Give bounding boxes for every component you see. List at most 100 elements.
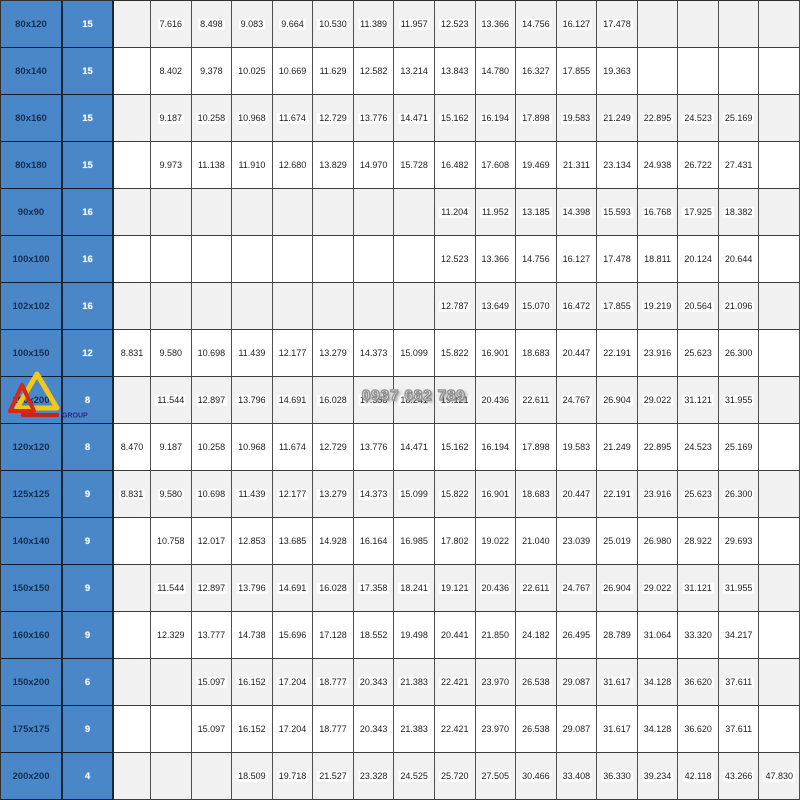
size-cell: 100x200 <box>1 377 63 424</box>
value-cell: 21.040 <box>516 518 557 565</box>
value-text: 21.850 <box>479 629 512 641</box>
value-text: 21.040 <box>520 535 552 547</box>
value-text: 31.955 <box>722 582 755 594</box>
value-text: 29.087 <box>560 723 593 735</box>
value-text: 14.691 <box>276 582 309 594</box>
value-cell: 25.169 <box>718 424 760 471</box>
value-cell <box>114 95 151 142</box>
value-cell: 31.064 <box>637 612 679 659</box>
value-text: 18.241 <box>398 582 430 594</box>
value-text: 14.970 <box>357 159 390 171</box>
value-cell: 22.421 <box>434 706 476 753</box>
value-text: 26.495 <box>560 629 593 641</box>
value-text: 16.472 <box>560 300 593 312</box>
value-cell: 19.022 <box>475 518 517 565</box>
value-cell: 11.629 <box>313 48 354 95</box>
value-cell <box>114 753 151 800</box>
value-cell <box>151 189 192 236</box>
size-cell: 160x160 <box>1 612 63 659</box>
value-text: 9.580 <box>157 347 185 359</box>
value-cell: 13.214 <box>394 48 435 95</box>
value-text: 19.583 <box>560 441 593 453</box>
value-text: 24.182 <box>520 629 552 641</box>
value-cell: 23.134 <box>597 142 638 189</box>
value-cell: 12.787 <box>434 283 476 330</box>
value-cell: 15.097 <box>191 659 233 706</box>
value-text: 10.968 <box>236 112 268 124</box>
value-text: 26.300 <box>722 347 755 359</box>
value-cell: 31.617 <box>597 659 638 706</box>
value-cell: 13.776 <box>353 424 395 471</box>
value-cell <box>114 565 151 612</box>
value-cell <box>718 1 760 48</box>
value-cell: 20.441 <box>434 612 476 659</box>
value-cell <box>759 424 800 471</box>
value-text: 16.768 <box>641 206 674 218</box>
value-cell <box>637 1 679 48</box>
value-cell: 23.328 <box>353 753 395 800</box>
value-cell: 8.402 <box>151 48 192 95</box>
value-text: 18.382 <box>722 206 755 218</box>
value-text: 11.544 <box>155 582 187 594</box>
value-text: 14.398 <box>560 206 593 218</box>
value-text: 19.718 <box>276 770 309 782</box>
value-cell: 11.544 <box>151 377 192 424</box>
value-cell: 17.478 <box>597 1 638 48</box>
value-text: 18.683 <box>520 347 552 359</box>
value-text: 16.152 <box>236 676 268 688</box>
value-text: 9.580 <box>157 488 185 500</box>
value-cell: 11.674 <box>272 424 314 471</box>
value-text: 13.777 <box>195 629 228 641</box>
value-cell: 24.767 <box>556 377 598 424</box>
value-text: 21.249 <box>601 112 633 124</box>
value-text: 16.901 <box>479 488 512 500</box>
value-cell: 11.389 <box>353 1 395 48</box>
value-cell <box>232 189 273 236</box>
value-cell: 26.722 <box>678 142 719 189</box>
value-text: 20.441 <box>438 629 471 641</box>
value-cell <box>718 48 760 95</box>
value-cell: 16.194 <box>475 95 517 142</box>
value-cell <box>114 659 151 706</box>
value-cell <box>313 236 354 283</box>
qty-cell: 15 <box>63 48 114 95</box>
qty-cell: 9 <box>63 471 114 518</box>
value-cell: 14.780 <box>475 48 517 95</box>
value-text: 15.728 <box>398 159 430 171</box>
value-cell: 12.329 <box>151 612 192 659</box>
value-cell <box>394 189 435 236</box>
value-text: 20.564 <box>682 300 714 312</box>
value-cell <box>114 142 151 189</box>
value-cell: 31.955 <box>718 565 760 612</box>
value-cell: 24.182 <box>516 612 557 659</box>
value-text: 27.505 <box>479 770 512 782</box>
value-cell: 14.756 <box>516 236 557 283</box>
value-text: 12.582 <box>357 65 390 77</box>
value-cell: 29.087 <box>556 706 598 753</box>
value-cell: 19.498 <box>394 612 435 659</box>
value-cell: 15.696 <box>272 612 314 659</box>
value-cell: 34.128 <box>637 706 679 753</box>
value-text: 26.980 <box>641 535 674 547</box>
value-text: 14.756 <box>520 18 552 30</box>
value-text: 14.471 <box>398 441 430 453</box>
value-text: 29.087 <box>560 676 593 688</box>
value-text: 16.127 <box>560 18 593 30</box>
value-cell <box>114 236 151 283</box>
value-cell <box>759 706 800 753</box>
value-text: 14.738 <box>236 629 268 641</box>
value-cell: 9.187 <box>151 424 192 471</box>
value-cell <box>151 283 192 330</box>
value-cell: 17.204 <box>272 706 314 753</box>
value-text: 22.421 <box>438 676 471 688</box>
value-cell: 17.898 <box>516 424 557 471</box>
value-cell: 34.128 <box>637 659 679 706</box>
value-cell: 9.580 <box>151 330 192 377</box>
value-cell: 24.525 <box>394 753 435 800</box>
value-text: 13.214 <box>398 65 430 77</box>
value-cell: 12.729 <box>313 95 354 142</box>
value-text: 26.722 <box>682 159 714 171</box>
value-text: 18.552 <box>357 629 390 641</box>
value-cell: 14.691 <box>272 377 314 424</box>
value-text: 36.620 <box>682 723 714 735</box>
